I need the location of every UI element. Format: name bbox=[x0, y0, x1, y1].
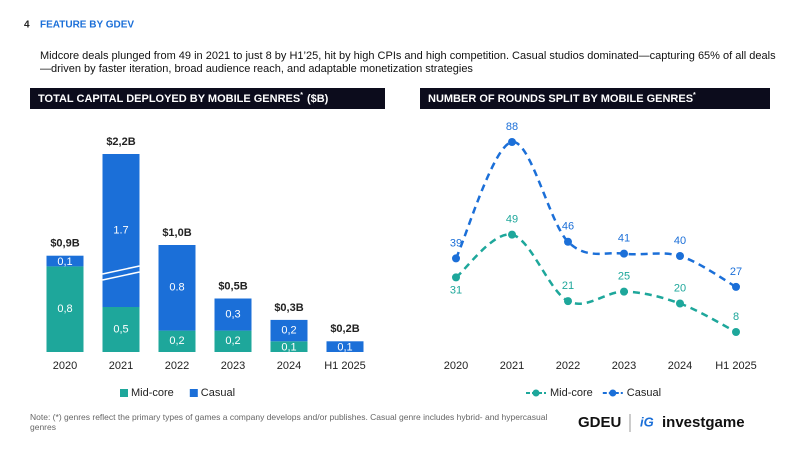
header-bar bbox=[420, 88, 770, 109]
value-label: 88 bbox=[506, 121, 518, 133]
title-mark: * bbox=[693, 92, 696, 99]
bar-segment bbox=[214, 298, 252, 331]
gdev-logo: GDEU bbox=[578, 414, 621, 431]
value-label: 27 bbox=[730, 266, 742, 278]
x-tick-label: 2022 bbox=[165, 360, 189, 372]
data-point bbox=[564, 237, 572, 246]
data-point bbox=[620, 287, 628, 296]
x-tick-label: H1 2025 bbox=[715, 360, 757, 372]
note-box: Note: (*) genres reflect the primary typ… bbox=[30, 412, 548, 432]
data-point bbox=[452, 254, 460, 263]
x-tick-label: 2020 bbox=[444, 360, 468, 372]
bar-segment bbox=[102, 154, 140, 307]
legend-swatch bbox=[189, 389, 198, 397]
total-label: $0,2B bbox=[330, 323, 359, 335]
bar-segment bbox=[46, 255, 84, 267]
value-label: 0.8 bbox=[169, 282, 184, 294]
data-point bbox=[564, 297, 572, 306]
title-text: NUMBER OF ROUNDS SPLIT BY MOBILE GENRES bbox=[428, 93, 693, 105]
legend-label: Mid-core bbox=[131, 387, 174, 399]
value-label: 0,3 bbox=[225, 308, 240, 320]
bar-segment bbox=[46, 266, 84, 352]
value-label: 0,1 bbox=[337, 342, 352, 354]
total-label: $2,2B bbox=[106, 136, 135, 148]
data-point bbox=[732, 282, 740, 291]
data-point bbox=[508, 138, 516, 146]
axis-break bbox=[102, 271, 140, 281]
x-tick-label: 2021 bbox=[500, 360, 524, 372]
value-label: 0,2 bbox=[169, 335, 184, 347]
value-label: 40 bbox=[674, 235, 686, 247]
page-number: 4 bbox=[24, 20, 30, 31]
value-label: 0,1 bbox=[281, 342, 296, 354]
value-label: 0,8 bbox=[57, 303, 72, 315]
legend-label: Mid-core bbox=[550, 387, 593, 399]
data-point bbox=[676, 299, 684, 308]
total-label: $1,0B bbox=[162, 227, 191, 239]
value-label: 20 bbox=[674, 282, 686, 294]
value-label: 31 bbox=[450, 284, 462, 296]
data-point bbox=[620, 249, 628, 258]
value-label: 1.7 bbox=[113, 224, 128, 236]
x-tick-label: 2024 bbox=[277, 360, 301, 372]
bar-segment bbox=[270, 341, 308, 352]
value-label: 0,5 bbox=[113, 323, 128, 335]
header-bar bbox=[30, 88, 385, 109]
legend-swatch bbox=[120, 389, 128, 397]
value-label: 49 bbox=[506, 214, 518, 226]
chart-title: NUMBER OF ROUNDS SPLIT BY MOBILE GENRES* bbox=[428, 92, 696, 105]
investgame-icon: iG bbox=[640, 414, 654, 429]
bar-segment bbox=[326, 341, 364, 352]
summary-box: Midcore deals plunged from 49 in 2021 to… bbox=[40, 50, 776, 75]
title-text: TOTAL CAPITAL DEPLOYED BY MOBILE GENRES bbox=[38, 93, 300, 105]
value-label: 39 bbox=[450, 237, 462, 249]
title-mark: * bbox=[300, 92, 303, 99]
value-label: 0,1 bbox=[57, 256, 72, 268]
data-point bbox=[508, 230, 516, 239]
summary: Midcore deals plunged from 49 in 2021 to… bbox=[40, 50, 776, 75]
series-line bbox=[455, 233, 737, 334]
axis-break bbox=[102, 265, 140, 275]
total-label: $0,3B bbox=[274, 302, 303, 314]
bar-segment bbox=[102, 307, 140, 352]
value-label: 8 bbox=[733, 311, 739, 323]
chart-title: TOTAL CAPITAL DEPLOYED BY MOBILE GENRES*… bbox=[38, 92, 329, 105]
total-label: $0,5B bbox=[218, 280, 247, 292]
bar-segment bbox=[214, 330, 252, 352]
series-line bbox=[454, 140, 737, 288]
note: Note: (*) genres reflect the primary typ… bbox=[30, 412, 548, 432]
data-point bbox=[732, 328, 740, 336]
x-tick-label: 2023 bbox=[221, 360, 245, 372]
value-label: 46 bbox=[562, 221, 574, 233]
legend-dot bbox=[609, 389, 617, 397]
investgame-logo: investgame bbox=[662, 414, 745, 431]
x-tick-label: 2022 bbox=[556, 360, 580, 372]
data-point bbox=[676, 252, 684, 260]
legend-dot bbox=[532, 389, 540, 397]
value-label: 0,2 bbox=[225, 335, 240, 347]
section-label: FEATURE BY GDEV bbox=[40, 20, 134, 31]
x-tick-label: 2021 bbox=[109, 360, 133, 372]
data-point bbox=[452, 273, 460, 282]
value-label: 21 bbox=[562, 280, 574, 292]
title-unit: ($B) bbox=[307, 93, 329, 105]
value-label: 0,2 bbox=[281, 325, 296, 337]
legend-label: Casual bbox=[201, 387, 235, 399]
total-label: $0,9B bbox=[50, 238, 79, 250]
x-tick-label: 2020 bbox=[53, 360, 77, 372]
x-tick-label: 2023 bbox=[612, 360, 636, 372]
bar-segment bbox=[158, 330, 196, 352]
value-label: 25 bbox=[618, 271, 630, 283]
value-label: 41 bbox=[618, 233, 630, 245]
x-tick-label: H1 2025 bbox=[324, 360, 366, 372]
x-tick-label: 2024 bbox=[668, 360, 692, 372]
bar-segment bbox=[270, 319, 308, 342]
legend-label: Casual bbox=[627, 387, 661, 399]
bar-segment bbox=[158, 245, 196, 331]
